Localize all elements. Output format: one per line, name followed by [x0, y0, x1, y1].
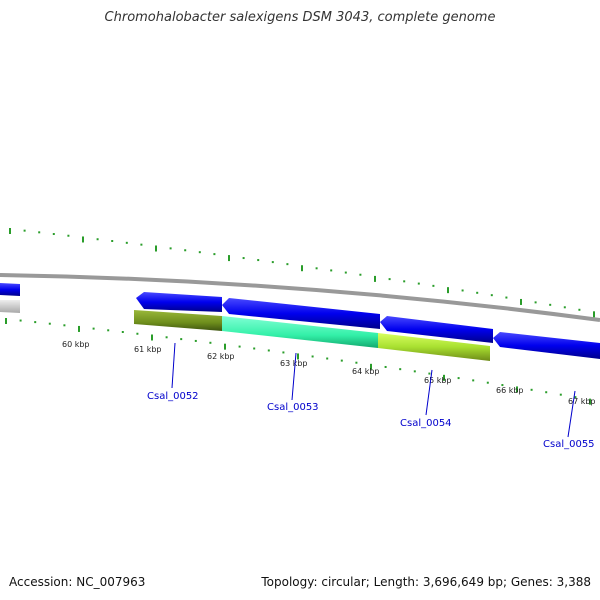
scale-label: 66 kbp [496, 386, 524, 395]
gene-label-csal-0053[interactable]: Csal_0053 [267, 402, 319, 413]
scale-labels: 60 kbp 61 kbp 62 kbp 63 kbp 64 kbp 65 kb… [62, 340, 596, 406]
feature-bar-aqua[interactable] [222, 316, 378, 348]
gene-label-csal-0052[interactable]: Csal_0052 [147, 391, 199, 402]
scale-label: 67 kbp [568, 397, 596, 406]
gene-arrow-grey[interactable] [0, 300, 20, 313]
gene-label-csal-0055[interactable]: Csal_0055 [543, 439, 595, 450]
scale-label: 60 kbp [62, 340, 90, 349]
genome-backbone [0, 273, 600, 322]
scale-label: 61 kbp [134, 345, 162, 354]
gene-callout-line [425, 369, 433, 416]
scale-label: 65 kbp [424, 376, 452, 385]
feature-bar-lime[interactable] [378, 333, 490, 361]
gene-arrow-csal-0055-blue[interactable] [493, 332, 600, 359]
gene-arrow-csal-0053-blue[interactable] [222, 298, 380, 329]
gene-arrow-left-edge[interactable] [0, 283, 20, 296]
feature-bar-olive[interactable] [134, 310, 222, 331]
gene-label-csal-0054[interactable]: Csal_0054 [400, 418, 452, 429]
gene-arrow-csal-0052-blue[interactable] [136, 292, 222, 312]
gene-arrow-csal-0054-blue[interactable] [380, 316, 493, 343]
gene-callout-line [291, 352, 297, 401]
outer-scale-ticks [9, 228, 595, 318]
scale-label: 62 kbp [207, 352, 235, 361]
gene-callout-line [171, 342, 176, 389]
gene-labels: Csal_0052 Csal_0053 Csal_0054 Csal_0055 [147, 391, 595, 450]
map-title: Chromohalobacter salexigens DSM 3043, co… [104, 10, 496, 25]
accession-text: Accession: NC_007963 [9, 575, 146, 589]
gene-callout-line [567, 390, 576, 438]
inner-scale-ticks [5, 318, 591, 405]
scale-label: 64 kbp [352, 367, 380, 376]
gene-callouts [171, 342, 576, 438]
gene-features [0, 283, 600, 361]
scale-label: 63 kbp [280, 359, 308, 368]
topology-text: Topology: circular; Length: 3,696,649 bp… [261, 575, 591, 589]
